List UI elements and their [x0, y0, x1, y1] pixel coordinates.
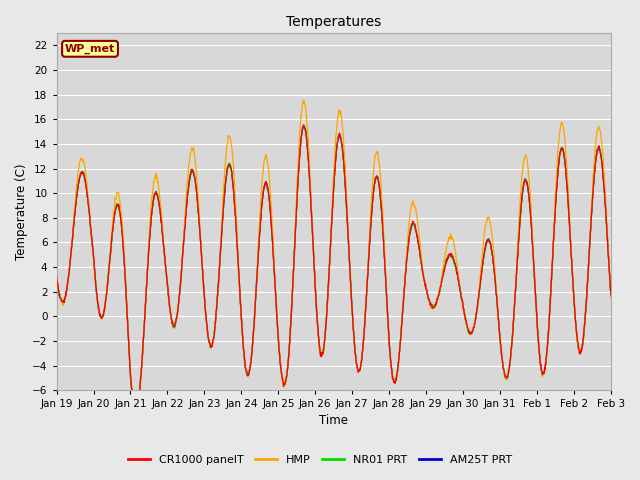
X-axis label: Time: Time: [319, 414, 348, 427]
Text: WP_met: WP_met: [65, 44, 115, 54]
Y-axis label: Temperature (C): Temperature (C): [15, 163, 28, 260]
Legend: CR1000 panelT, HMP, NR01 PRT, AM25T PRT: CR1000 panelT, HMP, NR01 PRT, AM25T PRT: [124, 451, 516, 469]
Title: Temperatures: Temperatures: [286, 15, 381, 29]
